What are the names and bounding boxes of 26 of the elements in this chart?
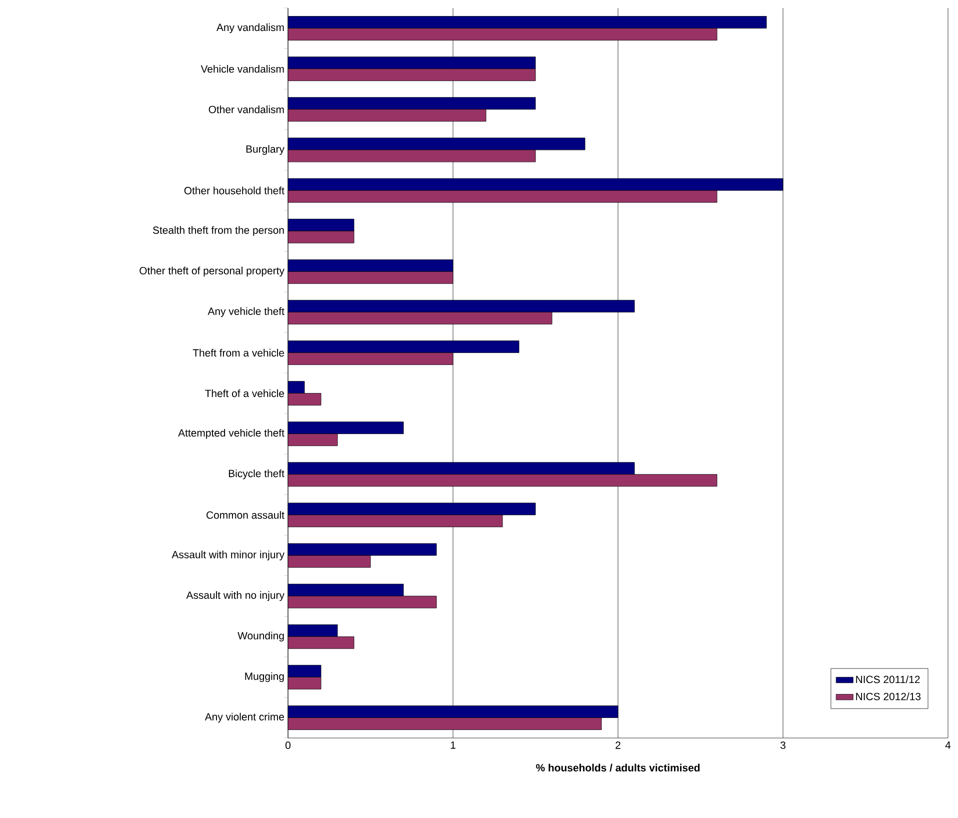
y-tick-label: Theft from a vehicle [192,348,284,357]
legend-label: NICS 2011/12 [856,675,920,684]
y-tick-label: Theft of a vehicle [205,389,284,398]
y-tick-label: Stealth theft from the person [152,226,284,236]
y-tick-label: Wounding [238,632,284,642]
x-tick-label: 0 [286,742,291,749]
y-tick-label: Vehicle vandalism [200,64,284,73]
y-tick-label: Any violent crime [204,712,284,723]
x-tick-label: 2 [616,742,620,749]
legend-label: NICS 2012/13 [856,692,921,700]
x-axis-title: % households / adults victimised [536,764,700,772]
x-tick-label: 3 [780,742,786,749]
y-tick-label: Burglary [246,145,284,155]
y-tick-label: Assault with minor injury [172,550,284,560]
y-tick-label: Other vandalism [208,106,284,114]
x-tick-label: 4 [945,742,951,749]
y-tick-label: Assault with no injury [186,591,284,601]
y-tick-label: Other household theft [184,186,284,194]
y-tick-label: Common assault [206,511,284,519]
y-tick-label: Attempted vehicle theft [178,428,284,439]
y-tick-label: Any vehicle theft [208,307,284,318]
y-tick-label: Bicycle theft [228,470,284,480]
y-tick-label: Any vandalism [216,23,284,34]
y-tick-label: Mugging [245,672,284,682]
y-tick-label: Other theft of personal property [140,266,284,276]
x-tick-label: 1 [450,742,456,749]
